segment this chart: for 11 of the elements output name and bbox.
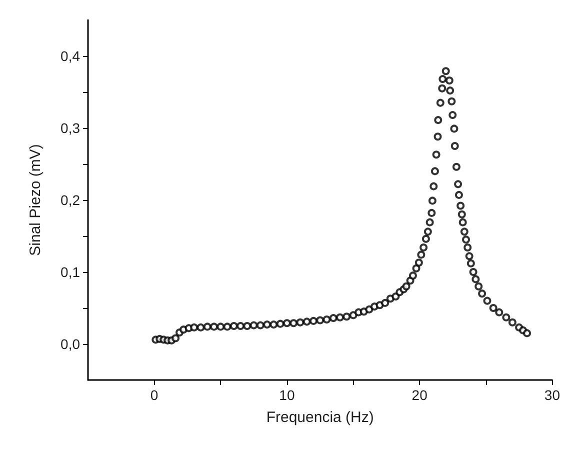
x-axis-title: Frequencia (Hz) [266, 409, 374, 426]
x-tick-label: 20 [412, 387, 428, 403]
y-tick-label: 0,4 [60, 48, 80, 64]
y-tick-label: 0,3 [60, 120, 80, 136]
y-tick-label: 0,2 [60, 192, 80, 208]
x-tick-label: 0 [150, 387, 158, 403]
x-tick-label: 30 [544, 387, 560, 403]
x-tick-label: 10 [279, 387, 295, 403]
y-axis-title: Sinal Piezo (mV) [27, 144, 44, 256]
y-tick-label: 0,0 [60, 336, 80, 352]
y-tick-label: 0,1 [60, 264, 80, 280]
